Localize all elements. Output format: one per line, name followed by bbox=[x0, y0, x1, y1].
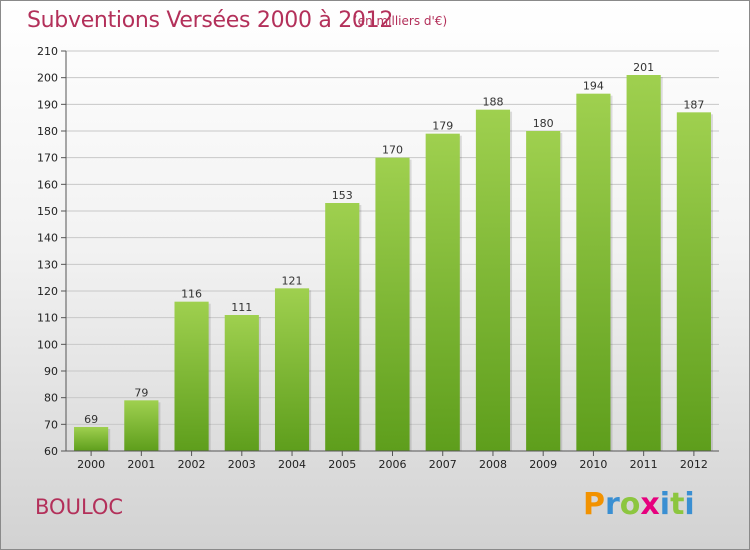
bar bbox=[576, 93, 611, 452]
y-tick-label: 180 bbox=[37, 125, 58, 138]
y-tick-label: 70 bbox=[44, 418, 58, 431]
brand-letter: t bbox=[670, 487, 685, 522]
bar bbox=[475, 109, 511, 452]
x-tick-label: 2012 bbox=[680, 458, 708, 471]
data-label: 121 bbox=[282, 274, 303, 287]
x-tick-label: 2009 bbox=[529, 458, 557, 471]
chart-unit: (en milliers d'€) bbox=[353, 14, 448, 28]
y-tick-label: 170 bbox=[37, 152, 58, 165]
bar bbox=[274, 288, 310, 451]
data-label: 111 bbox=[231, 301, 252, 314]
bar bbox=[425, 133, 460, 451]
y-tick-label: 190 bbox=[37, 98, 58, 111]
y-tick-label: 210 bbox=[37, 45, 58, 58]
data-label: 201 bbox=[633, 61, 654, 74]
bar bbox=[74, 427, 109, 451]
y-tick-label: 160 bbox=[37, 178, 58, 191]
data-label: 69 bbox=[84, 413, 98, 426]
chart-title: Subventions Versées 2000 à 2012 bbox=[27, 8, 394, 33]
data-label: 194 bbox=[583, 80, 604, 93]
x-tick-label: 2011 bbox=[630, 458, 658, 471]
data-label: 79 bbox=[134, 386, 148, 399]
x-tick-label: 2003 bbox=[228, 458, 256, 471]
x-tick-label: 2001 bbox=[127, 458, 155, 471]
x-tick-label: 2006 bbox=[379, 458, 407, 471]
brand-letter: i bbox=[659, 487, 671, 522]
bar bbox=[526, 131, 561, 451]
x-tick-label: 2000 bbox=[77, 458, 105, 471]
data-labels: 69 79 116 111 121 153 170 179 188 180 194 201 187 bbox=[84, 61, 704, 426]
data-label: 116 bbox=[181, 288, 202, 301]
bar bbox=[124, 400, 159, 451]
bar bbox=[224, 315, 259, 451]
bar bbox=[375, 157, 410, 451]
data-label: 179 bbox=[432, 120, 453, 133]
data-label: 188 bbox=[482, 96, 503, 109]
y-tick-label: 100 bbox=[37, 338, 58, 351]
x-tick-label: 2004 bbox=[278, 458, 306, 471]
y-tick-label: 120 bbox=[37, 285, 58, 298]
bar bbox=[325, 203, 360, 451]
bar bbox=[676, 112, 711, 451]
bars bbox=[74, 75, 713, 452]
data-label: 170 bbox=[382, 144, 403, 157]
brand-letter: x bbox=[640, 487, 660, 522]
brand-letter: r bbox=[605, 487, 620, 522]
brand-logo: Proxiti bbox=[583, 487, 695, 522]
y-tick-label: 200 bbox=[37, 72, 58, 85]
commune-name: BOULOC bbox=[35, 495, 124, 519]
y-tick-label: 130 bbox=[37, 258, 58, 271]
brand-letter: i bbox=[684, 487, 695, 522]
bar bbox=[626, 75, 661, 451]
x-tick-label: 2002 bbox=[178, 458, 206, 471]
y-tick-label: 150 bbox=[37, 205, 58, 218]
x-tick-label: 2005 bbox=[328, 458, 356, 471]
x-tick-label: 2010 bbox=[579, 458, 607, 471]
y-tick-label: 140 bbox=[37, 232, 58, 245]
axes: 60 70 80 90 100 110 120 130 140 150 160 170 180 190 20… bbox=[37, 45, 719, 471]
y-tick-label: 80 bbox=[44, 392, 58, 405]
data-label: 180 bbox=[533, 117, 554, 130]
x-tick-label: 2008 bbox=[479, 458, 507, 471]
bar bbox=[174, 301, 209, 451]
y-tick-label: 90 bbox=[44, 365, 58, 378]
data-label: 187 bbox=[683, 98, 704, 111]
brand-letter: o bbox=[619, 487, 641, 522]
data-label: 153 bbox=[332, 189, 353, 202]
x-tick-label: 2007 bbox=[429, 458, 457, 471]
brand-letter: P bbox=[583, 487, 605, 522]
y-tick-label: 110 bbox=[37, 312, 58, 325]
y-tick-label: 60 bbox=[44, 445, 58, 458]
